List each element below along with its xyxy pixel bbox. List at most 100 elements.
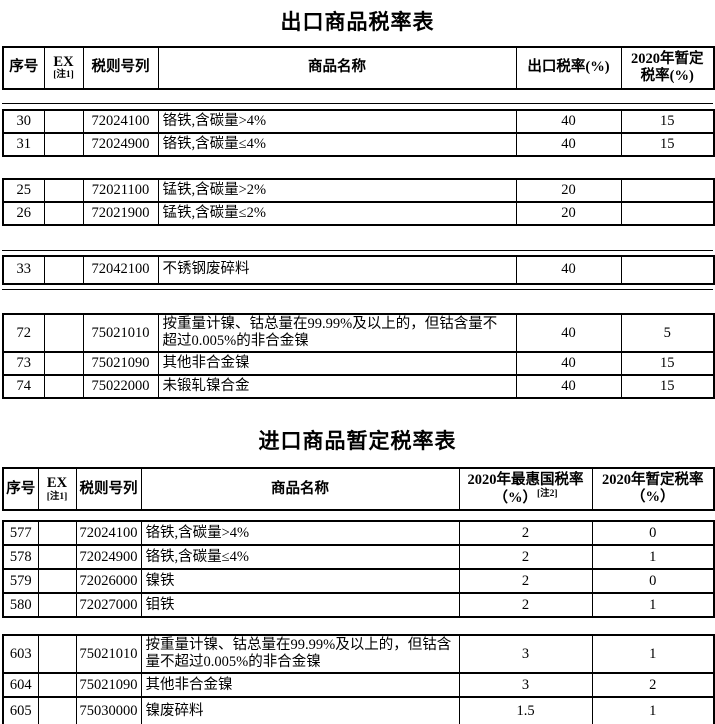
- export-table-block-1: 30 72024100 铬铁,含碳量>4% 40 15 31 72024900 …: [2, 109, 715, 157]
- code-cell: 72042100: [82, 255, 159, 285]
- mfn-rate-note: [注2]: [536, 488, 558, 499]
- import-table-header: 序号 EX [注1] 税则号列 商品名称 2020年最惠国税率 （%）[注2] …: [2, 467, 715, 512]
- table-row: 578 72024900 铬铁,含碳量≤4% 2 1: [2, 544, 715, 571]
- table-row: 579 72026000 镍铁 2 0: [2, 568, 715, 595]
- mfn-rate-cell: 2: [458, 544, 593, 571]
- provisional-rate-line1: 2020年暂定税率: [602, 472, 704, 489]
- table-row: 26 72021900 锰铁,含碳量≤2% 20: [2, 201, 715, 226]
- code-cell: 75021090: [82, 351, 159, 377]
- mfn-rate-cell: 1.5: [458, 696, 593, 724]
- col-header-code: 税则号列: [75, 467, 142, 512]
- ex-cell: [43, 351, 84, 377]
- col-header-name: 商品名称: [157, 46, 517, 90]
- ex-cell: [37, 672, 77, 699]
- ex-cell: [43, 109, 84, 134]
- provisional-rate-cell: [620, 201, 715, 226]
- name-cell: 按重量计镍、钴总量在99.99%及以上的，但钴含量不超过0.005%的非合金镍: [157, 312, 517, 354]
- seq-cell: 74: [2, 374, 45, 400]
- code-cell: 72024100: [82, 109, 159, 134]
- export-rate-cell: 40: [515, 109, 622, 134]
- export-table-block-2: 25 72021100 锰铁,含碳量>2% 20 26 72021900 锰铁,…: [2, 178, 715, 226]
- export-table-header: 序号 EX [注1] 税则号列 商品名称 出口税率(%) 2020年暂定 税率(…: [2, 46, 715, 90]
- name-cell: 按重量计镍、钴总量在99.99%及以上的，但钴含量不超过0.005%的非合金镍: [140, 634, 460, 675]
- provisional-rate-cell: 1: [591, 634, 715, 675]
- name-cell: 镍废碎料: [140, 696, 460, 724]
- mfn-rate-cell: 2: [458, 568, 593, 595]
- seq-cell: 577: [2, 520, 39, 547]
- mfn-rate-cell: 2: [458, 592, 593, 619]
- code-cell: 72027000: [75, 592, 142, 619]
- provisional-rate-cell: 0: [591, 520, 715, 547]
- name-cell: 锰铁,含碳量≤2%: [157, 201, 517, 226]
- table-row: 580 72027000 钼铁 2 1: [2, 592, 715, 619]
- header-row: 序号 EX [注1] 税则号列 商品名称 2020年最惠国税率 （%）[注2] …: [2, 467, 715, 512]
- seq-cell: 33: [2, 255, 45, 285]
- name-cell: 铬铁,含碳量>4%: [140, 520, 460, 547]
- import-table-block-2: 603 75021010 按重量计镍、钴总量在99.99%及以上的，但钴含量不超…: [2, 634, 715, 724]
- import-table-block-1: 577 72024100 铬铁,含碳量>4% 2 0 578 72024900 …: [2, 520, 715, 619]
- code-cell: 72024900: [75, 544, 142, 571]
- mfn-rate-cell: 3: [458, 634, 593, 675]
- ex-cell: [37, 544, 77, 571]
- ex-cell: [37, 520, 77, 547]
- table-row: 604 75021090 其他非合金镍 3 2: [2, 672, 715, 699]
- export-table-title: 出口商品税率表: [280, 11, 435, 34]
- code-cell: 72021100: [82, 178, 159, 203]
- ex-cell: [43, 255, 84, 285]
- name-cell: 其他非合金镍: [157, 351, 517, 377]
- provisional-rate-cell: 15: [620, 109, 715, 134]
- seq-cell: 580: [2, 592, 39, 619]
- col-header-code: 税则号列: [82, 46, 159, 90]
- seq-cell: 30: [2, 109, 45, 134]
- mfn-rate-cell: 2: [458, 520, 593, 547]
- seq-cell: 604: [2, 672, 39, 699]
- name-cell: 镍铁: [140, 568, 460, 595]
- provisional-rate-line2: 税率(%): [640, 68, 694, 84]
- ex-cell: [43, 374, 84, 400]
- name-cell: 铬铁,含碳量>4%: [157, 109, 517, 134]
- seq-cell: 26: [2, 201, 45, 226]
- name-cell: 不锈钢废碎料: [157, 255, 517, 285]
- ex-note: [注1]: [46, 491, 68, 502]
- table-row: 33 72042100 不锈钢废碎料 40: [2, 255, 715, 285]
- code-cell: 72026000: [75, 568, 142, 595]
- ex-cell: [43, 201, 84, 226]
- table-row: 30 72024100 铬铁,含碳量>4% 40 15: [2, 109, 715, 134]
- table-row: 603 75021010 按重量计镍、钴总量在99.99%及以上的，但钴含量不超…: [2, 634, 715, 675]
- provisional-rate-cell: 0: [591, 568, 715, 595]
- code-cell: 75021010: [75, 634, 142, 675]
- col-header-ex: EX [注1]: [43, 46, 84, 90]
- table-row: 25 72021100 锰铁,含碳量>2% 20: [2, 178, 715, 203]
- provisional-rate-line2: （%）: [631, 489, 675, 506]
- provisional-rate-cell: 1: [591, 696, 715, 724]
- col-header-seq: 序号: [2, 46, 45, 90]
- export-rate-cell: 40: [515, 351, 622, 377]
- provisional-rate-cell: 15: [620, 132, 715, 157]
- clipped-row-line: [2, 103, 713, 104]
- provisional-rate-cell: 2: [591, 672, 715, 699]
- provisional-rate-cell: 15: [620, 351, 715, 377]
- export-table-block-4: 72 75021010 按重量计镍、钴总量在99.99%及以上的，但钴含量不超过…: [2, 312, 715, 400]
- seq-cell: 25: [2, 178, 45, 203]
- seq-cell: 73: [2, 351, 45, 377]
- name-cell: 锰铁,含碳量>2%: [157, 178, 517, 203]
- table-row: 73 75021090 其他非合金镍 40 15: [2, 351, 715, 377]
- name-cell: 铬铁,含碳量≤4%: [157, 132, 517, 157]
- seq-cell: 578: [2, 544, 39, 571]
- ex-cell: [37, 568, 77, 595]
- code-cell: 75021010: [82, 312, 159, 354]
- import-table-title: 进口商品暂定税率表: [258, 430, 457, 454]
- seq-cell: 72: [2, 312, 45, 354]
- name-cell: 铬铁,含碳量≤4%: [140, 544, 460, 571]
- ex-cell: [37, 696, 77, 724]
- col-header-mfn-rate: 2020年最惠国税率 （%）[注2]: [458, 467, 593, 512]
- provisional-rate-line1: 2020年暂定: [631, 50, 704, 67]
- name-cell: 钼铁: [140, 592, 460, 619]
- code-cell: 75022000: [82, 374, 159, 400]
- code-cell: 72024900: [82, 132, 159, 157]
- provisional-rate-cell: [620, 255, 715, 285]
- mfn-rate-line1: 2020年最惠国税率: [467, 471, 584, 488]
- export-rate-cell: 20: [515, 178, 622, 203]
- export-rate-cell: 40: [515, 374, 622, 400]
- col-header-provisional-rate: 2020年暂定税率 （%）: [591, 467, 715, 512]
